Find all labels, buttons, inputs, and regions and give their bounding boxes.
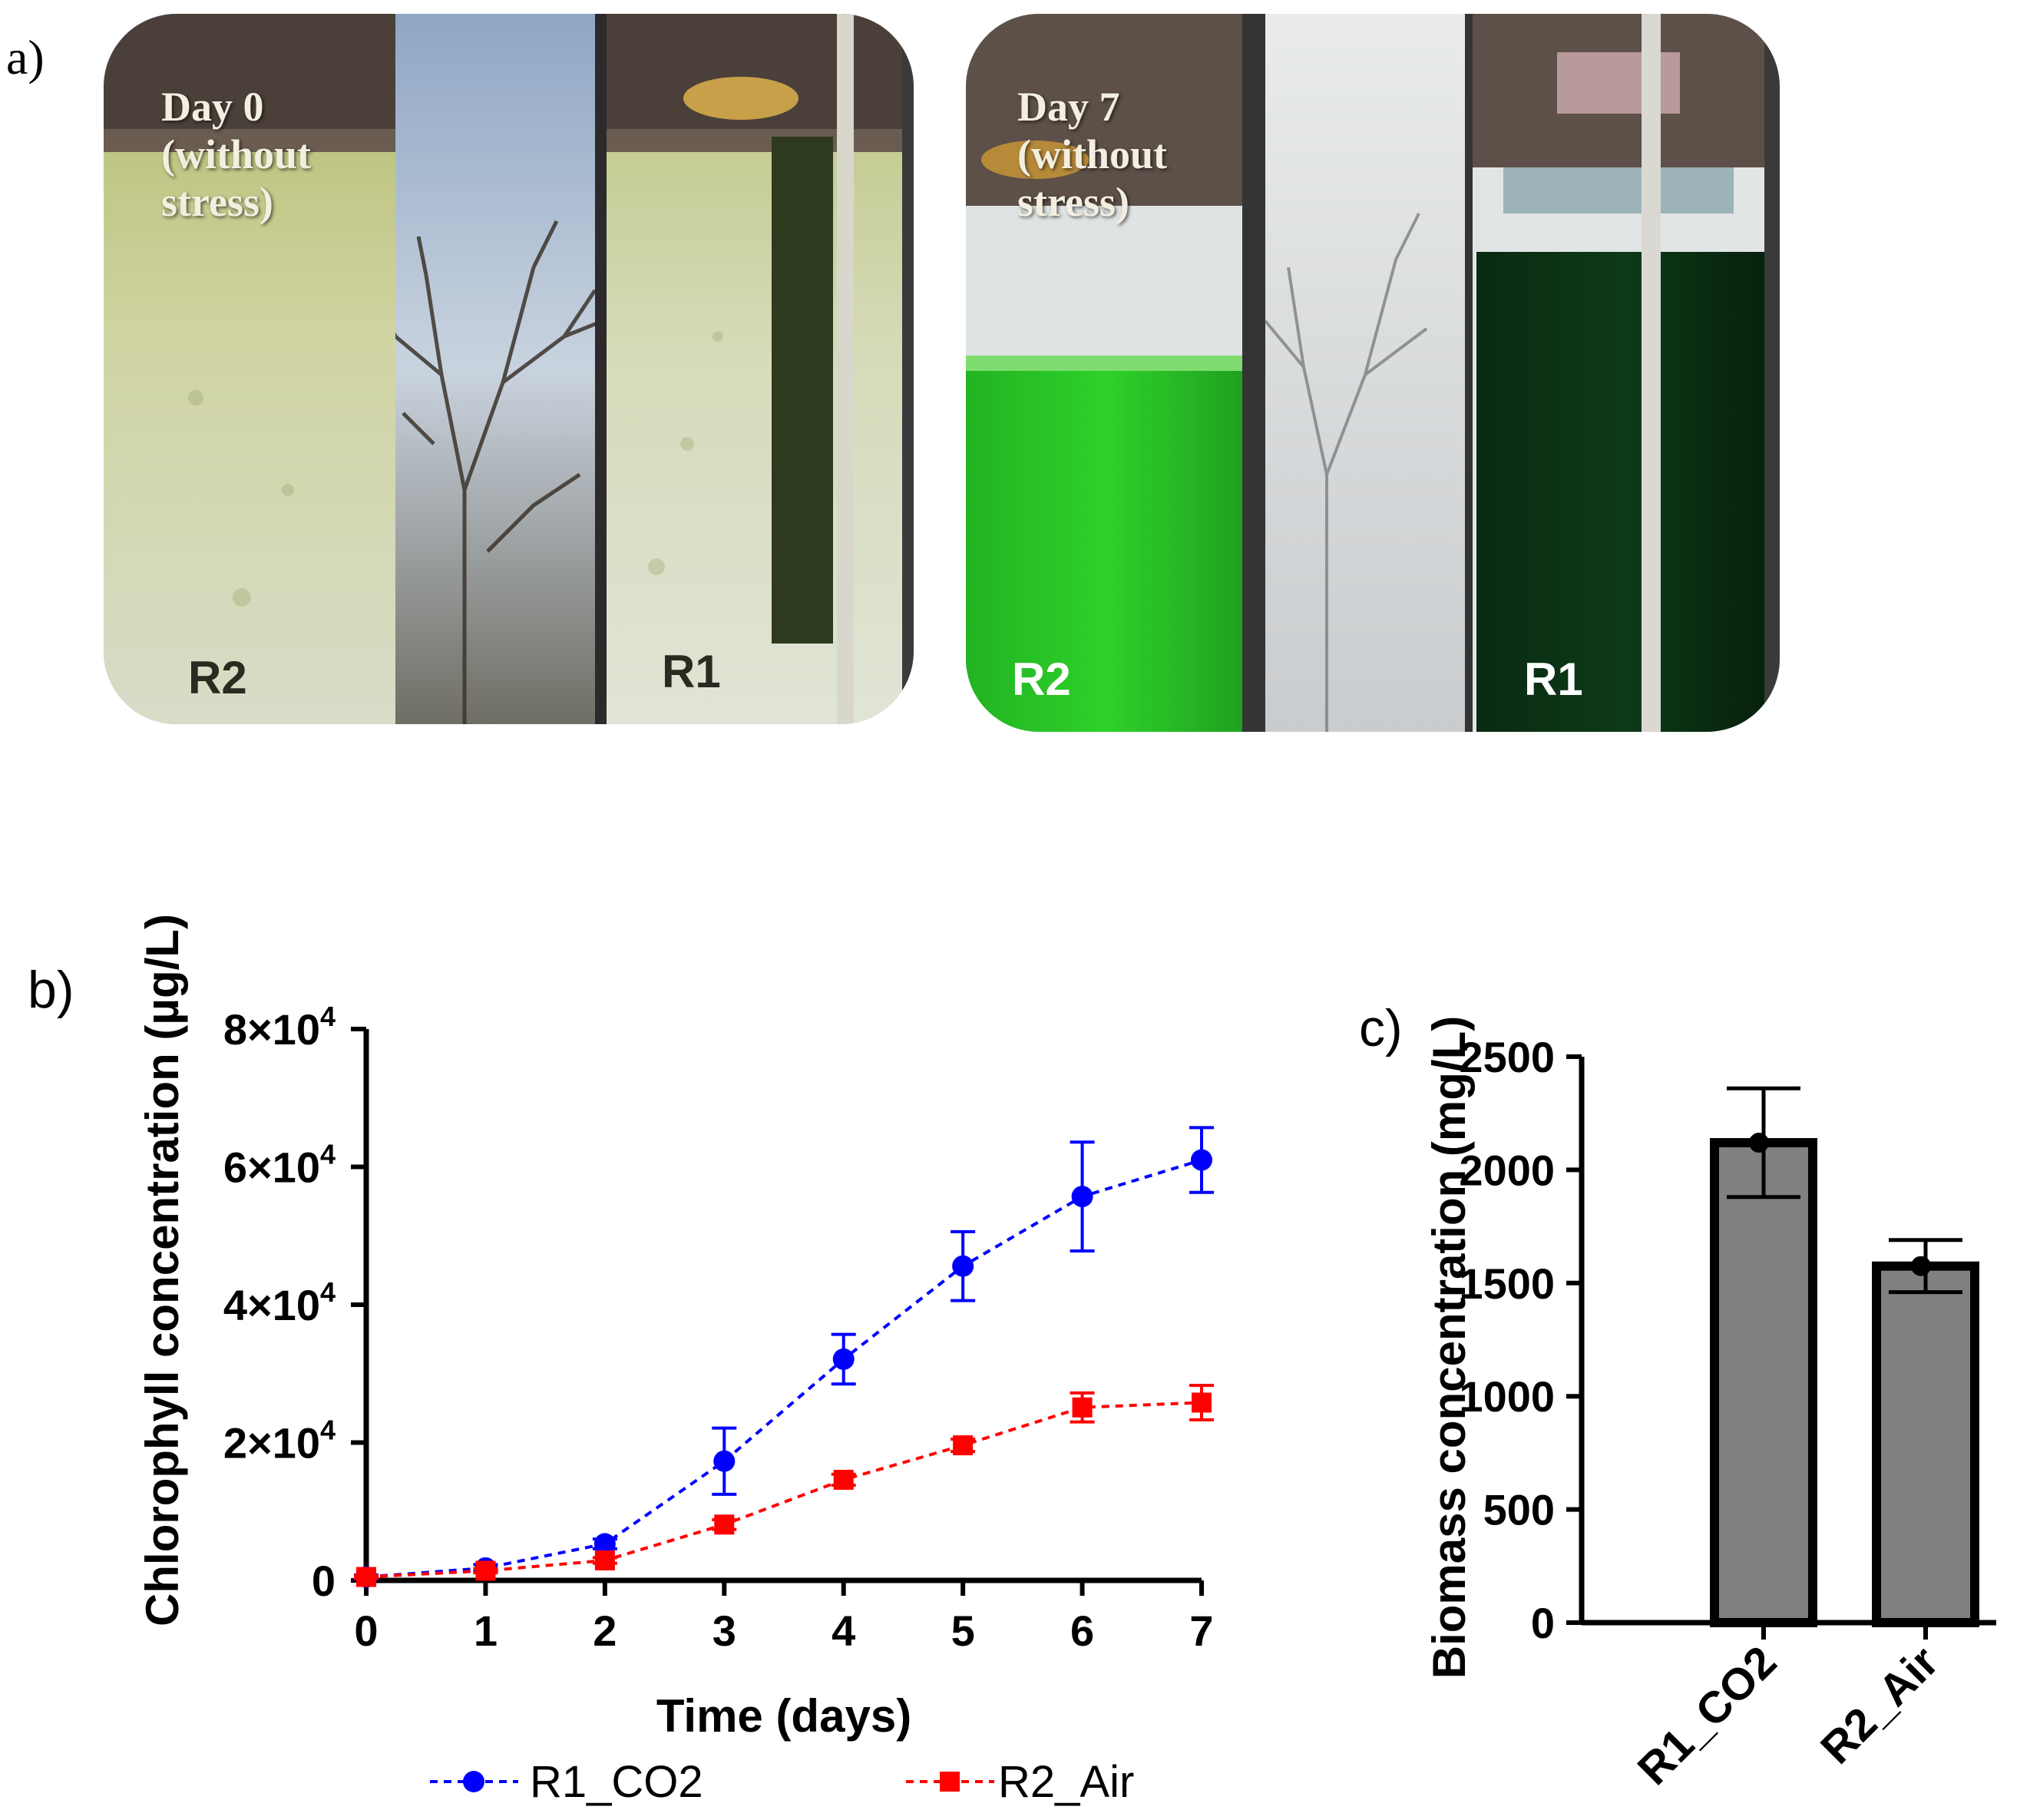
y-tick-exponent-b: 4 (320, 1139, 336, 1170)
bar-point-R2_Air (1911, 1256, 1931, 1276)
point-R2_Air (714, 1514, 735, 1535)
legend-label-R1_CO2: R1_CO2 (530, 1757, 703, 1807)
bar-R2_Air (1872, 1261, 1979, 1627)
legend-label-R2_Air: R2_Air (998, 1757, 1134, 1807)
y-tick-label-c: 2500 (1459, 1033, 1555, 1081)
photo-day0-caption-line2: (without (161, 131, 312, 178)
x-axis-title-b: Time (days) (656, 1690, 911, 1742)
y-tick-label-b: 2×104 (223, 1415, 336, 1468)
photo-day0-label-r2: R2 (188, 652, 247, 703)
y-tick-exponent-b: 4 (320, 1415, 336, 1446)
panel-label-a: a) (6, 30, 45, 84)
x-tick-label-b: 4 (832, 1607, 855, 1655)
y-tick-label-c: 500 (1483, 1486, 1555, 1534)
x-tick-label-b: 3 (713, 1607, 736, 1655)
y-tick-label-b: 8×104 (223, 1001, 336, 1054)
photo-day7-caption-line2: (without (1017, 131, 1168, 178)
legend-marker-R1_CO2 (463, 1771, 484, 1792)
x-tick-label-b: 0 (354, 1607, 378, 1655)
panel-label-c: c) (1359, 999, 1403, 1057)
y-axis-title-b: Chlorophyll concentration (µg/L) (137, 914, 188, 1626)
x-tick-label-b: 6 (1070, 1607, 1094, 1655)
photo-day0-label-r1: R1 (662, 646, 721, 697)
photo-day7-caption-line1: Day 7 (1017, 84, 1120, 130)
photo-day0-caption-line1: Day 0 (161, 84, 264, 130)
photo-day0-caption-line3: stress) (161, 179, 273, 226)
point-R2_Air (594, 1550, 615, 1570)
y-tick-label-c: 1500 (1459, 1259, 1555, 1308)
panel-label-b: b) (28, 961, 74, 1019)
point-R2_Air (953, 1435, 974, 1456)
x-tick-label-b: 5 (951, 1607, 975, 1655)
photo-day0-caption: Day 0 (without stress) (161, 83, 311, 226)
y-tick-label-b: 0 (312, 1557, 336, 1605)
photo-day7-graphic (966, 14, 1780, 732)
point-R1_CO2 (713, 1450, 736, 1472)
y-tick-label-b: 4×104 (223, 1276, 336, 1329)
legend-marker-R2_Air (940, 1772, 960, 1792)
y-tick-mantissa-b: 2×10 (223, 1419, 320, 1468)
y-tick-mantissa-b: 0 (312, 1557, 336, 1605)
y-tick-label-c: 2000 (1459, 1146, 1555, 1194)
point-R2_Air (1192, 1392, 1212, 1413)
photo-day0 (104, 14, 914, 724)
series-line-R1_CO2 (365, 1158, 1202, 1579)
x-tick-label-c: R1_CO2 (1628, 1636, 1787, 1795)
point-R1_CO2 (1191, 1149, 1212, 1171)
x-tick-label-c: R2_Air (1811, 1636, 1948, 1773)
photo-day7-label-r1: R1 (1524, 654, 1583, 705)
x-tick-label-b: 7 (1189, 1607, 1213, 1655)
photo-day7-caption: Day 7 (without stress) (1017, 83, 1167, 226)
bar-R1_CO2 (1710, 1138, 1817, 1628)
point-R2_Air (475, 1560, 496, 1581)
series-line-R2_Air (365, 1401, 1202, 1579)
y-tick-mantissa-b: 8×10 (223, 1005, 320, 1054)
point-R2_Air (356, 1567, 376, 1587)
point-R2_Air (1072, 1397, 1093, 1418)
bar-point-R1_CO2 (1749, 1133, 1769, 1153)
y-tick-exponent-b: 4 (320, 1276, 336, 1308)
y-tick-label-c: 0 (1531, 1599, 1555, 1647)
y-tick-exponent-b: 4 (320, 1001, 336, 1032)
point-R1_CO2 (832, 1348, 855, 1370)
y-tick-mantissa-b: 4×10 (223, 1281, 320, 1329)
y-tick-mantissa-b: 6×10 (223, 1143, 320, 1192)
point-R1_CO2 (593, 1533, 616, 1555)
photo-day7-label-r2: R2 (1012, 654, 1071, 705)
photo-day0-graphic (104, 14, 914, 724)
y-tick-label-b: 6×104 (223, 1139, 336, 1192)
point-R1_CO2 (1071, 1186, 1093, 1208)
point-R1_CO2 (952, 1255, 974, 1277)
x-tick-label-b: 1 (474, 1607, 498, 1655)
photo-day7-caption-line3: stress) (1017, 179, 1129, 226)
x-tick-label-b: 2 (593, 1607, 617, 1655)
photo-day7 (966, 14, 1780, 732)
point-R2_Air (833, 1469, 854, 1490)
y-axis-title-c: Biomass concentration (mg/L) (1423, 1016, 1475, 1679)
y-tick-label-c: 1000 (1459, 1372, 1555, 1421)
